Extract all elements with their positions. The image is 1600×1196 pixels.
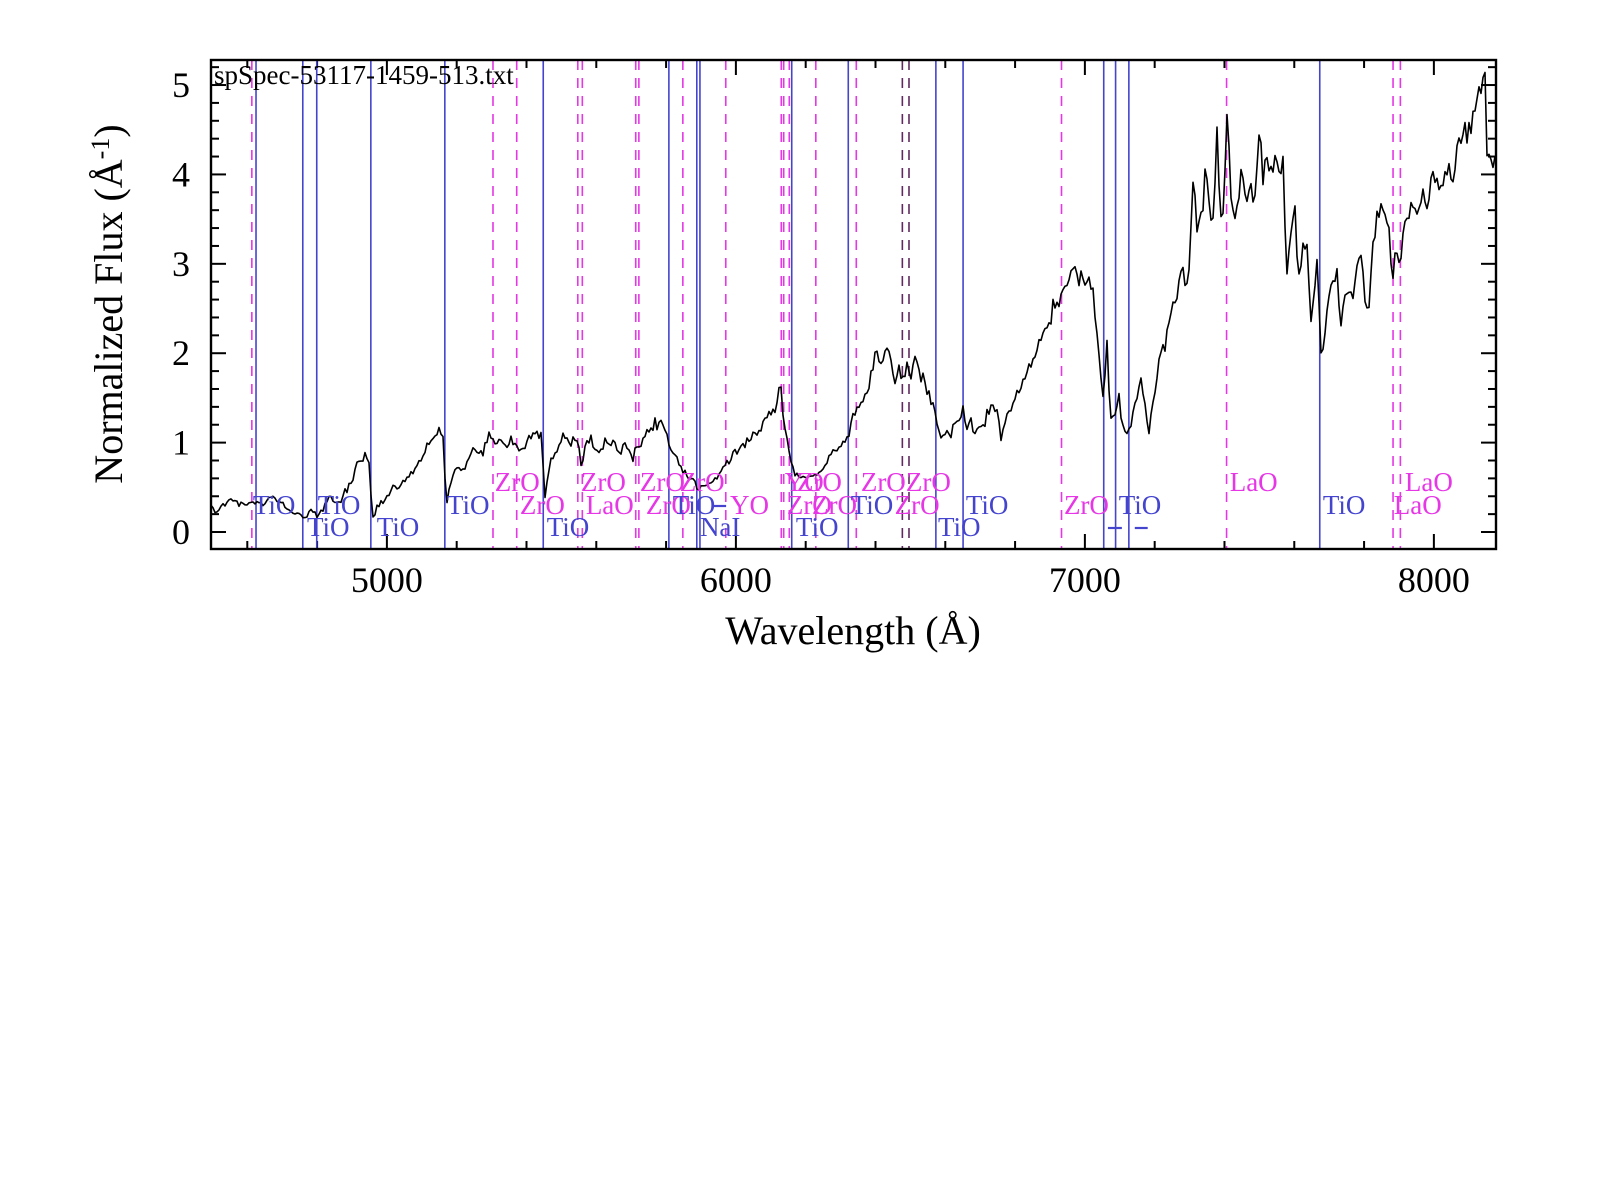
y-axis-title-main: Normalized Flux (Å bbox=[86, 159, 131, 483]
species-label-tio-4802: TiO bbox=[318, 490, 361, 520]
y-axis-title-superscript: -1 bbox=[86, 138, 115, 160]
spectrum-filename: spSpec-53117-1459-513.txt bbox=[214, 60, 514, 90]
y-tick-label: 1 bbox=[172, 423, 190, 463]
species-label-zro-6175: ZrO bbox=[797, 467, 842, 497]
species-label-zro-5381: ZrO bbox=[520, 490, 565, 520]
species-label-zro-5309: ZrO bbox=[495, 467, 540, 497]
species-label-yo-5983: YO bbox=[730, 490, 769, 520]
species-label-tio-4971: TiO bbox=[377, 512, 420, 542]
x-tick-label: 7000 bbox=[1049, 560, 1121, 600]
species-label-zro-6487: ZrO bbox=[906, 467, 951, 497]
species-label-lao-7885: LaO bbox=[1394, 490, 1442, 520]
species-label-zro-6940: ZrO bbox=[1064, 490, 1109, 520]
species-label-tio-6579: TiO bbox=[938, 512, 981, 542]
species-label-zro-6218: ZrO bbox=[812, 490, 857, 520]
species-label-tio-5819: TiO bbox=[673, 490, 716, 520]
species-label-lao-5570: LaO bbox=[586, 490, 634, 520]
plot-border bbox=[209, 58, 1498, 551]
species-label-zro-5839: ZrO bbox=[680, 467, 725, 497]
y-axis-title: Normalized Flux (Å-1) bbox=[86, 124, 131, 483]
x-axis-title: Wavelength (Å) bbox=[725, 608, 981, 653]
species-label-tio-7097: TiO bbox=[1119, 490, 1162, 520]
species-label-tio-6329: TiO bbox=[851, 490, 894, 520]
species-label-lao-7917: LaO bbox=[1405, 467, 1453, 497]
spectrum-trace bbox=[211, 71, 1496, 519]
y-tick-label: 4 bbox=[172, 154, 190, 194]
y-tick-label: 3 bbox=[172, 244, 190, 284]
species-label-tio-4616: TiO bbox=[253, 490, 296, 520]
species-label-zro-6358: ZrO bbox=[861, 467, 906, 497]
species-label-tio-5458: TiO bbox=[547, 512, 590, 542]
band-dash-marks bbox=[712, 504, 1148, 530]
species-label-tio-6659: TiO bbox=[966, 490, 1009, 520]
species-label-lao-7415: LaO bbox=[1230, 467, 1278, 497]
axis-ticks bbox=[211, 60, 1496, 549]
species-label-zro-5556: ZrO bbox=[581, 467, 626, 497]
x-tick-label: 6000 bbox=[700, 560, 772, 600]
y-tick-label: 2 bbox=[172, 333, 190, 373]
y-tick-label: 0 bbox=[172, 512, 190, 552]
spectrum-line bbox=[211, 71, 1496, 519]
species-label-nai-5897: NaI bbox=[700, 512, 740, 542]
species-label-tio-7682: TiO bbox=[1323, 490, 1366, 520]
species-label-zro-5742: ZrO bbox=[646, 490, 691, 520]
species-label-tio-5172: TiO bbox=[447, 490, 490, 520]
axis-tick-labels: 5000 6000 7000 8000 0 1 2 3 4 5 bbox=[172, 65, 1470, 600]
x-tick-label: 5000 bbox=[351, 560, 423, 600]
species-label-tio-6172: TiO bbox=[796, 512, 839, 542]
species-label-zro-6455: ZrO bbox=[895, 490, 940, 520]
species-label-zro-5725: ZrO bbox=[640, 467, 685, 497]
species-label-zro-6146: ZrO bbox=[787, 490, 832, 520]
y-axis-title-close: ) bbox=[86, 124, 131, 137]
species-labels: TiOTiOTiOTiOTiOZrOZrOTiOZrOLaOZrOZrOTiOZ… bbox=[253, 467, 1453, 542]
species-label-yo-6140: YO bbox=[785, 467, 824, 497]
species-label-tio-4771: TiO bbox=[307, 512, 350, 542]
y-tick-label: 5 bbox=[172, 65, 190, 105]
x-tick-label: 8000 bbox=[1398, 560, 1470, 600]
